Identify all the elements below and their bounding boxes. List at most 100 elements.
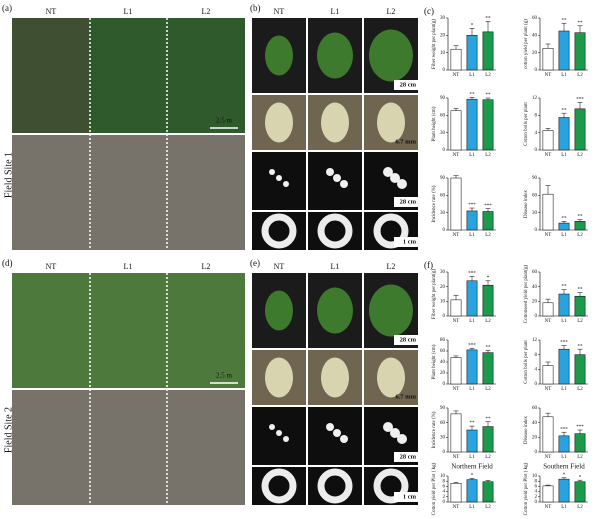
bar <box>450 299 462 317</box>
y-tick-label: 4 <box>535 490 538 495</box>
column-label: NT <box>274 262 285 271</box>
x-tick-label: L2 <box>577 73 583 78</box>
x-tick-label: L2 <box>485 505 491 510</box>
y-tick-label: 40 <box>532 33 538 38</box>
y-tick-label: 40 <box>440 360 446 365</box>
scale-box <box>394 492 418 502</box>
x-tick-label: L1 <box>469 505 475 510</box>
scale-label: 1 cm <box>403 493 417 500</box>
y-tick-label: 0 <box>443 314 446 319</box>
boll <box>397 434 407 444</box>
x-tick-label: NT <box>545 505 552 510</box>
plant-shape <box>377 102 405 143</box>
x-tick-label: L1 <box>561 387 567 392</box>
significance: * <box>563 473 566 478</box>
significance: * <box>487 276 490 281</box>
significance: *** <box>468 343 476 348</box>
bar <box>558 478 570 503</box>
y-tick-label: 30 <box>440 435 446 440</box>
y-tick-label: 0 <box>535 314 538 319</box>
x-tick-label: NT <box>545 455 552 460</box>
x-tick-label: L2 <box>485 387 491 392</box>
y-tick-label: 0 <box>443 382 446 387</box>
bar <box>542 193 554 231</box>
bar <box>450 413 462 453</box>
bar <box>466 35 478 71</box>
significance: ** <box>486 93 492 98</box>
plant-shape <box>265 102 293 143</box>
significance: * <box>471 473 474 478</box>
significance: ** <box>486 417 492 422</box>
x-tick-label: L1 <box>561 233 567 238</box>
boll <box>390 173 400 183</box>
significance: *** <box>484 204 492 209</box>
x-tick-label: NT <box>545 233 552 238</box>
significance: *** <box>468 272 476 277</box>
y-axis-label: Fiber weight per plant(g) <box>432 269 437 319</box>
y-tick-label: 20 <box>532 51 538 56</box>
site-label: Field Site 1 <box>3 152 14 198</box>
column-label: L1 <box>124 7 133 16</box>
x-tick-label: L1 <box>469 153 475 158</box>
y-tick-label: 60 <box>440 349 446 354</box>
y-axis-label: Disease index <box>524 416 529 444</box>
y-tick-label: 90 <box>532 176 538 181</box>
plant-shape <box>321 357 349 398</box>
y-tick-label: 12 <box>532 96 538 101</box>
y-axis-label: Cotton bolls per plant <box>524 340 529 384</box>
y-tick-label: 0 <box>535 450 538 455</box>
bar <box>466 479 478 503</box>
bar <box>466 429 478 453</box>
x-tick-label: NT <box>453 319 460 324</box>
bar <box>482 211 494 231</box>
scale-box <box>394 80 418 90</box>
y-axis-label: Incidence rate (%) <box>432 185 437 222</box>
panel-label: (c) <box>424 6 434 16</box>
bar <box>466 210 478 231</box>
boll <box>283 436 289 442</box>
chart-title: Northern Field <box>451 463 493 471</box>
plant-shape <box>265 357 293 398</box>
boll <box>397 179 407 189</box>
significance: ** <box>578 215 584 220</box>
x-tick-label: NT <box>453 233 460 238</box>
x-tick-label: L2 <box>577 505 583 510</box>
significance: *** <box>576 97 584 102</box>
y-tick-label: 30 <box>440 131 446 136</box>
bar <box>450 483 462 503</box>
y-tick-label: 90 <box>440 176 446 181</box>
boll <box>340 180 348 188</box>
y-tick-label: 8 <box>535 113 538 118</box>
y-tick-label: 20 <box>440 33 446 38</box>
site-label: Field Site 2 <box>3 407 14 453</box>
y-tick-label: 10 <box>440 299 446 304</box>
x-tick-label: L2 <box>485 153 491 158</box>
x-tick-label: L1 <box>469 73 475 78</box>
y-tick-label: 90 <box>440 96 446 101</box>
x-tick-label: NT <box>545 153 552 158</box>
scale-label: 6.7 mm <box>395 138 416 145</box>
bar <box>574 295 586 317</box>
y-tick-label: 10 <box>532 474 538 479</box>
panel-label: (a) <box>2 3 12 13</box>
scale-box <box>394 237 418 247</box>
significance: ** <box>578 344 584 349</box>
boll <box>326 423 334 431</box>
y-tick-label: 2 <box>443 495 446 500</box>
x-tick-label: L1 <box>561 505 567 510</box>
plant-shape <box>317 32 353 79</box>
scale-label: 28 cm <box>400 81 417 88</box>
scale-box <box>394 452 418 462</box>
bar <box>542 48 554 71</box>
bar <box>542 416 554 453</box>
y-tick-label: 0 <box>535 228 538 233</box>
x-tick-label: L1 <box>469 387 475 392</box>
column-label: L1 <box>124 262 133 271</box>
y-tick-label: 8 <box>535 353 538 358</box>
plant-shape <box>265 35 293 76</box>
panel-label: (d) <box>2 258 13 268</box>
bar <box>558 348 570 385</box>
significance: ** <box>562 108 568 113</box>
boll <box>269 169 275 175</box>
